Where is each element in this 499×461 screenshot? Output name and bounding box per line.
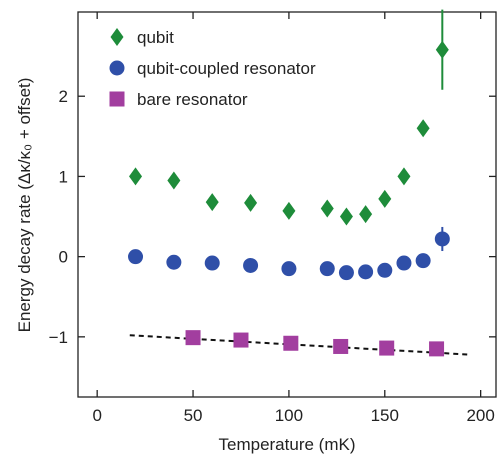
bare-resonator-fit-line xyxy=(129,334,468,356)
data-point-circle xyxy=(415,253,431,269)
series-qubit-coupled-resonator xyxy=(128,226,450,281)
data-point-diamond xyxy=(339,207,353,226)
plot-frame xyxy=(77,11,497,398)
x-axis-title: Temperature (mK) xyxy=(219,435,356,454)
data-point-circle xyxy=(338,265,354,281)
legend-label: qubit xyxy=(137,28,174,47)
x-tick-label: 0 xyxy=(92,406,101,425)
series-qubit xyxy=(129,9,449,226)
axis-ticks xyxy=(78,12,496,397)
data-point-circle xyxy=(281,261,297,277)
data-point-square xyxy=(185,330,201,346)
data-point-circle xyxy=(434,231,450,247)
data-point-diamond xyxy=(359,205,373,224)
x-tick-label: 150 xyxy=(371,406,399,425)
data-point-diamond xyxy=(129,167,143,186)
data-point-square xyxy=(283,335,299,351)
data-point-diamond xyxy=(205,193,219,212)
data-point-diamond xyxy=(244,193,258,212)
data-point-circle xyxy=(358,264,374,280)
y-tick-label: 0 xyxy=(59,248,68,267)
data-point-square xyxy=(429,341,445,357)
legend-marker-diamond xyxy=(110,28,124,46)
data-point-diamond xyxy=(397,167,411,186)
y-tick-label: 1 xyxy=(59,167,68,186)
legend-label: bare resonator xyxy=(137,90,248,109)
data-point-circle xyxy=(166,254,182,270)
legend: qubit qubit-coupled resonator bare resonat… xyxy=(109,28,316,109)
data-point-diamond xyxy=(320,199,334,218)
data-point-square xyxy=(379,340,395,356)
data-point-circle xyxy=(396,255,412,271)
x-tick-label: 200 xyxy=(466,406,494,425)
data-point-circle xyxy=(204,255,220,271)
x-tick-label: 50 xyxy=(184,406,203,425)
series-bare-resonator xyxy=(185,330,445,357)
y-axis-title: Energy decay rate (Δκ/κ₀ + offset) xyxy=(15,78,34,333)
y-tick-label: 2 xyxy=(59,87,68,106)
data-point-circle xyxy=(243,257,259,273)
data-point-diamond xyxy=(282,201,296,220)
y-tick-label: −1 xyxy=(49,328,68,347)
data-point-square xyxy=(233,332,249,348)
data-point-diamond xyxy=(435,40,449,59)
data-point-diamond xyxy=(167,171,181,190)
data-point-circle xyxy=(319,261,335,277)
tick-labels: 0 50 100 150 200 −1 0 1 2 xyxy=(49,87,495,425)
data-point-circle xyxy=(377,262,393,278)
legend-marker-square xyxy=(109,91,125,107)
data-point-diamond xyxy=(416,119,430,138)
data-point-circle xyxy=(128,249,144,265)
legend-marker-circle xyxy=(109,60,125,76)
data-point-square xyxy=(333,338,349,354)
x-tick-label: 100 xyxy=(275,406,303,425)
legend-label: qubit-coupled resonator xyxy=(137,59,316,78)
data-marks xyxy=(128,9,450,357)
data-point-diamond xyxy=(378,189,392,208)
